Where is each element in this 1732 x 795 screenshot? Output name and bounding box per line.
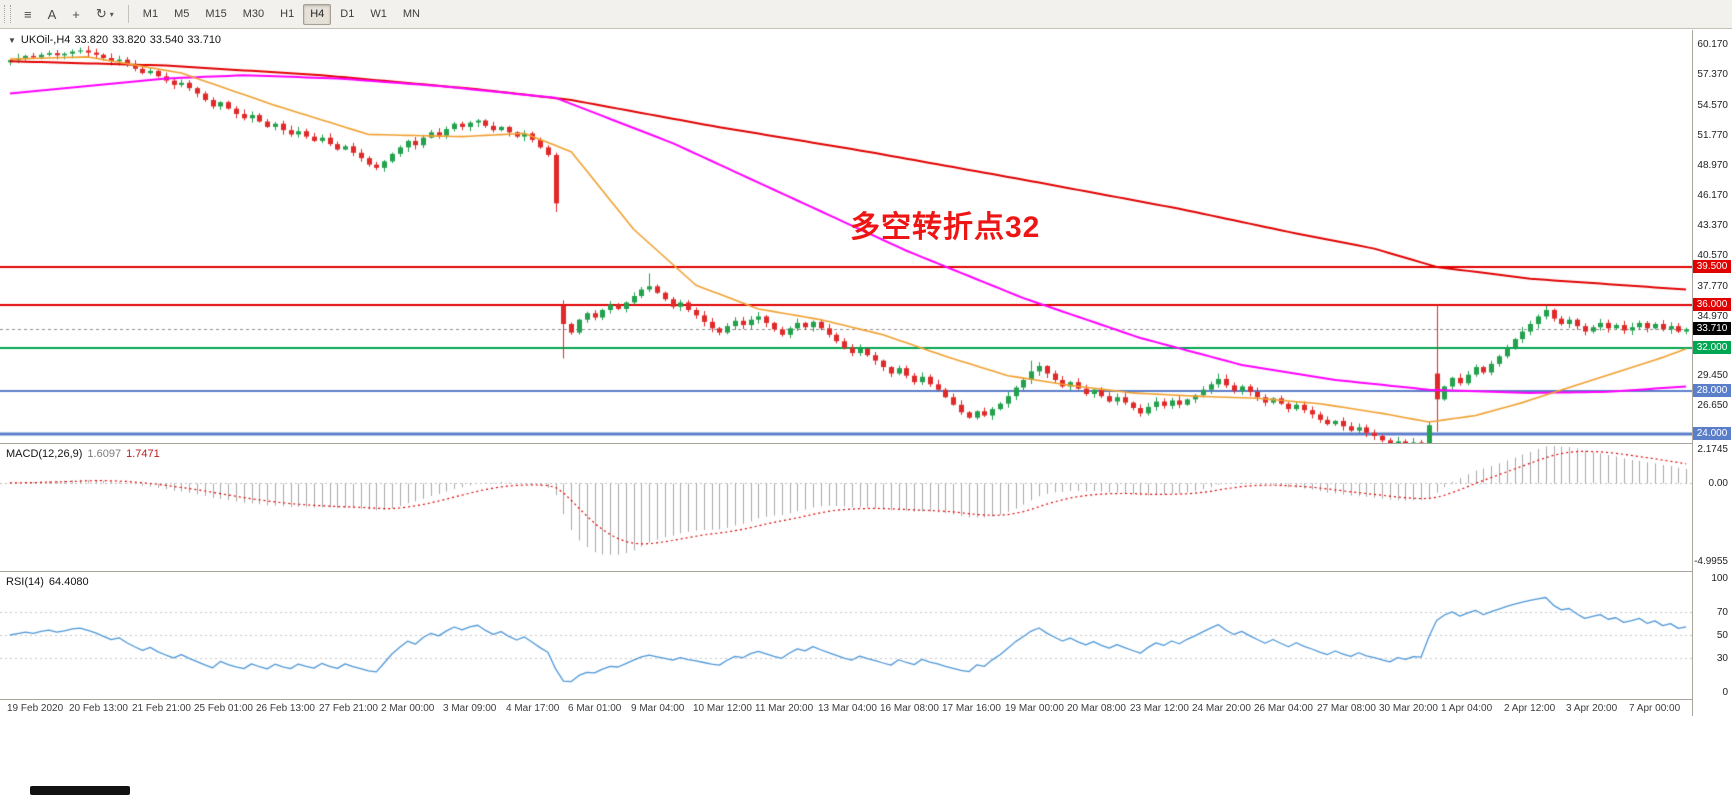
taskbar-fragment[interactable]	[30, 786, 130, 795]
time-tick-label: 19 Mar 00:00	[1005, 703, 1064, 714]
rsi-panel-canvas[interactable]	[0, 572, 1692, 698]
macd-label: MACD(12,26,9) 1.6097 1.7471	[6, 448, 165, 460]
time-tick-label: 26 Feb 13:00	[256, 703, 315, 714]
time-tick-label: 16 Mar 08:00	[880, 703, 939, 714]
timeframe-m5[interactable]: M5	[167, 4, 196, 25]
time-tick-label: 3 Apr 20:00	[1566, 703, 1618, 714]
hline-price-tag: 32.000	[1693, 341, 1731, 354]
current-price-tag: 33.710	[1693, 322, 1731, 335]
timeframe-button-group: M1 M5 M15 M30 H1 H4 D1 W1 MN	[135, 3, 428, 25]
time-tick-label: 30 Mar 20:00	[1379, 703, 1438, 714]
price-tick-label: 43.370	[1697, 220, 1728, 231]
time-tick-label: 20 Feb 13:00	[69, 703, 128, 714]
time-tick-label: 11 Mar 20:00	[755, 703, 814, 714]
timeframe-h1[interactable]: H1	[273, 4, 301, 25]
time-tick-label: 1 Apr 04:00	[1441, 703, 1493, 714]
rsi-tick-label: 100	[1711, 573, 1728, 584]
time-tick-label: 20 Mar 08:00	[1067, 703, 1126, 714]
time-tick-label: 27 Mar 08:00	[1317, 703, 1376, 714]
timeframe-d1[interactable]: D1	[333, 4, 361, 25]
hline-price-tag: 28.000	[1693, 384, 1731, 397]
timeframe-w1[interactable]: W1	[363, 4, 394, 25]
rsi-tick-label: 30	[1716, 653, 1728, 664]
bars-list-icon[interactable]: ≡	[17, 4, 39, 25]
macd-panel-canvas[interactable]	[0, 444, 1692, 570]
timeframe-m30[interactable]: M30	[236, 4, 271, 25]
macd-main-value: 1.6097	[87, 448, 122, 460]
hline-price-tag: 36.000	[1693, 298, 1731, 311]
rsi-label: RSI(14) 64.4080	[6, 576, 94, 588]
dropdown-caret-icon: ▾	[109, 9, 114, 19]
time-tick-label: 3 Mar 09:00	[443, 703, 497, 714]
time-tick-label: 24 Mar 20:00	[1192, 703, 1251, 714]
macd-tick-label: -4.9955	[1694, 556, 1728, 567]
chart-area: ▼ UKOil-,H4 33.820 33.820 33.540 33.710 MACD(…	[0, 30, 1732, 716]
time-tick-label: 4 Mar 17:00	[506, 703, 560, 714]
timeframe-m1[interactable]: M1	[136, 4, 165, 25]
price-tick-label: 54.570	[1697, 100, 1728, 111]
ohlc-header: ▼ UKOil-,H4 33.820 33.820 33.540 33.710	[8, 34, 225, 46]
price-tick-label: 26.650	[1697, 400, 1728, 411]
time-tick-label: 26 Mar 04:00	[1254, 703, 1313, 714]
time-tick-label: 25 Feb 01:00	[194, 703, 253, 714]
time-tick-label: 6 Mar 01:00	[568, 703, 622, 714]
panel-divider[interactable]	[0, 443, 1692, 444]
timeframe-h4[interactable]: H4	[303, 3, 332, 25]
close-value: 33.710	[187, 34, 222, 46]
toolbar-icon-group: ≡ A + ↻ ▾	[16, 4, 122, 25]
time-tick-label: 19 Feb 2020	[7, 703, 64, 714]
price-tick-label: 37.770	[1697, 281, 1728, 292]
price-tick-label: 51.770	[1697, 130, 1728, 141]
collapse-indicator-icon[interactable]: ▼	[8, 36, 16, 45]
time-tick-label: 27 Feb 21:00	[319, 703, 378, 714]
hline-price-tag: 24.000	[1693, 427, 1731, 440]
text-tool-icon[interactable]: A	[41, 4, 64, 25]
timeframe-mn[interactable]: MN	[396, 4, 427, 25]
low-value: 33.540	[149, 34, 184, 46]
rsi-tick-label: 70	[1716, 607, 1728, 618]
price-tick-label: 60.170	[1697, 39, 1728, 50]
panel-divider[interactable]	[0, 571, 1692, 572]
time-tick-label: 10 Mar 12:00	[693, 703, 752, 714]
symbol-period-label: UKOil-,H4	[20, 34, 71, 46]
time-tick-label: 2 Mar 00:00	[381, 703, 435, 714]
price-axis-border	[1692, 30, 1693, 716]
price-tick-label: 48.970	[1697, 160, 1728, 171]
open-value: 33.820	[74, 34, 109, 46]
timeframe-m15[interactable]: M15	[198, 4, 233, 25]
toolbar-separator	[127, 5, 129, 23]
panel-divider[interactable]	[0, 699, 1692, 700]
rsi-value: 64.4080	[48, 576, 89, 588]
time-tick-label: 13 Mar 04:00	[818, 703, 877, 714]
time-tick-label: 17 Mar 16:00	[942, 703, 1001, 714]
rsi-name: RSI(14)	[6, 576, 44, 588]
high-value: 33.820	[112, 34, 146, 46]
cycle-arrows-icon[interactable]: ↻ ▾	[89, 4, 121, 25]
price-tick-label: 40.570	[1697, 250, 1728, 261]
rsi-tick-label: 50	[1716, 630, 1728, 641]
rsi-tick-label: 0	[1722, 687, 1728, 698]
price-tick-label: 46.170	[1697, 190, 1728, 201]
price-tick-label: 57.370	[1697, 69, 1728, 80]
time-tick-label: 2 Apr 12:00	[1504, 703, 1556, 714]
crosshair-icon[interactable]: +	[65, 4, 87, 25]
macd-tick-label: 0.00	[1708, 478, 1728, 489]
time-tick-label: 23 Mar 12:00	[1130, 703, 1189, 714]
price-tick-label: 29.450	[1697, 370, 1728, 381]
chart-annotation-text[interactable]: 多空转折点32	[850, 211, 1041, 244]
macd-name: MACD(12,26,9)	[6, 448, 83, 460]
macd-tick-label: 2.1745	[1697, 444, 1728, 455]
time-tick-label: 7 Apr 00:00	[1629, 703, 1681, 714]
macd-signal-value: 1.7471	[126, 448, 160, 460]
price-tick-label: 34.970	[1697, 311, 1728, 322]
price-chart-canvas[interactable]	[0, 30, 1692, 443]
toolbar: ≡ A + ↻ ▾ M1 M5 M15 M30 H1 H4 D1 W1 MN	[0, 0, 1732, 29]
hline-price-tag: 39.500	[1693, 260, 1731, 273]
toolbar-grip[interactable]	[4, 5, 11, 23]
time-tick-label: 9 Mar 04:00	[631, 703, 685, 714]
time-tick-label: 21 Feb 21:00	[132, 703, 191, 714]
